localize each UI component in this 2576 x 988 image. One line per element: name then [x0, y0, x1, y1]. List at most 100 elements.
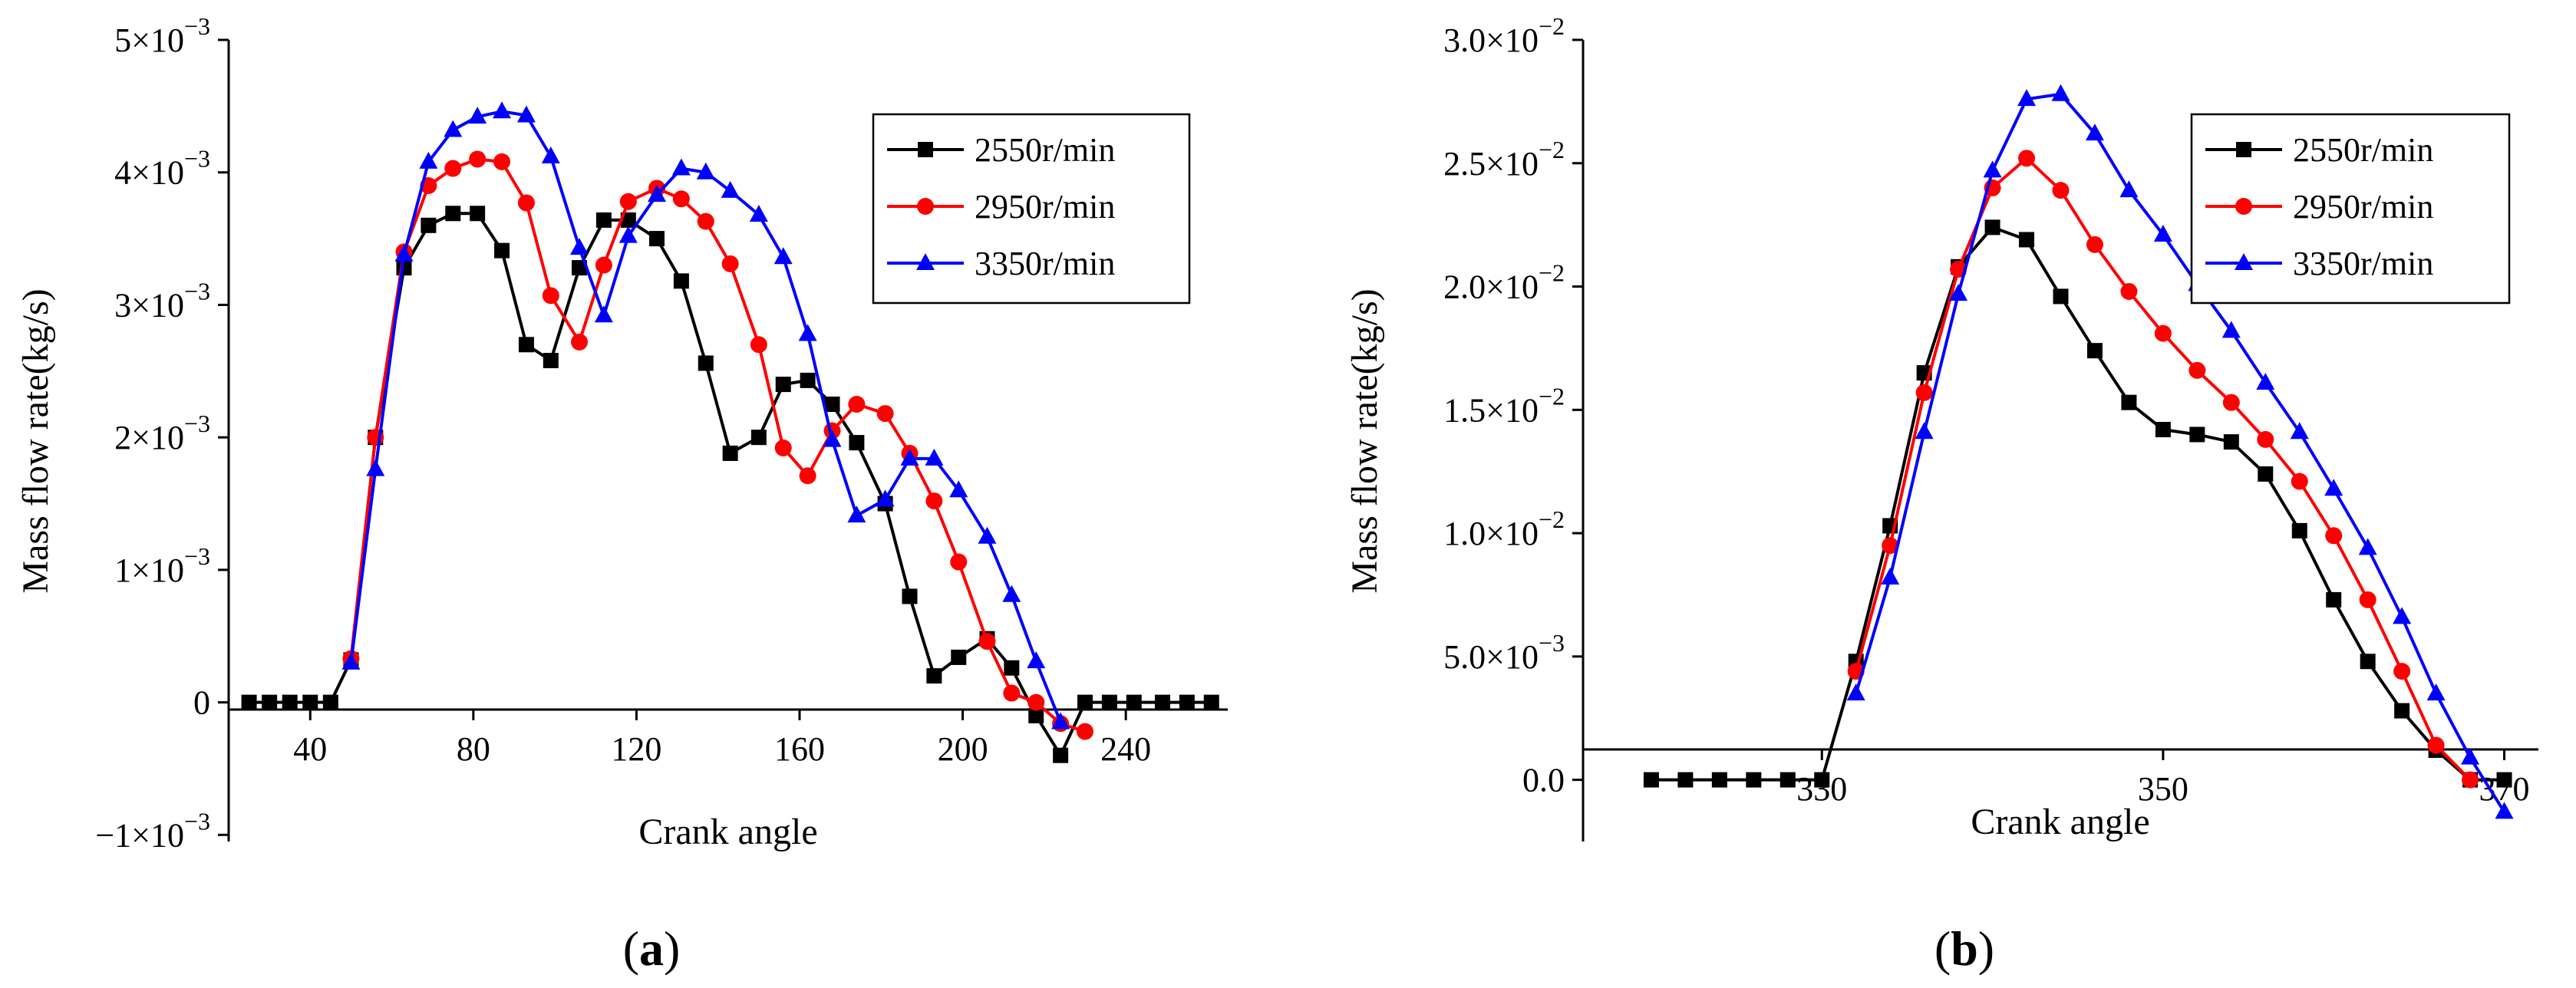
y-tick-mantissa: 5×10 — [114, 21, 184, 59]
y-tick-label: 5.0×10−3 — [1443, 629, 1565, 676]
data-point — [672, 190, 690, 208]
data-point — [1101, 694, 1117, 710]
data-point — [1643, 772, 1659, 788]
data-point — [571, 333, 589, 351]
data-point — [1882, 537, 1899, 555]
data-point — [698, 355, 714, 371]
data-point — [2155, 422, 2171, 438]
legend-marker — [918, 142, 933, 157]
data-point — [696, 162, 715, 179]
y-tick-mantissa: 1.0×10 — [1443, 515, 1539, 552]
data-point — [2359, 591, 2376, 608]
data-point — [848, 396, 866, 413]
data-point — [543, 353, 559, 368]
data-point — [2256, 372, 2275, 390]
x-tick-label: 120 — [611, 730, 661, 768]
data-point — [2495, 802, 2514, 819]
data-point — [2086, 343, 2103, 359]
y-tick-label: 1.5×10−2 — [1443, 382, 1565, 429]
data-point — [2325, 527, 2343, 545]
data-point — [749, 205, 768, 222]
legend-marker — [2235, 253, 2253, 270]
legend-label: 3350r/min — [975, 245, 1115, 282]
panel-label-part: b — [1951, 921, 1978, 976]
data-point — [2461, 747, 2480, 765]
y-tick-label: 1×10−3 — [114, 542, 210, 589]
data-point — [1051, 712, 1070, 729]
panel-label: (a) — [623, 921, 681, 976]
y-axis-label: Mass flow rate(kg/s) — [1344, 288, 1385, 593]
data-point — [262, 694, 278, 710]
data-point — [849, 435, 865, 451]
y-tick-exponent: −3 — [184, 277, 210, 305]
y-tick-label: 2.0×10−2 — [1443, 259, 1565, 306]
data-point — [1003, 684, 1021, 702]
data-point — [516, 105, 536, 123]
data-point — [341, 652, 361, 670]
data-point — [902, 588, 918, 604]
data-point — [618, 226, 638, 243]
legend-marker — [916, 253, 935, 270]
data-point — [2394, 703, 2410, 719]
data-point — [2017, 89, 2037, 107]
data-point — [798, 324, 817, 341]
data-point — [595, 256, 612, 274]
legend-label: 2950r/min — [975, 188, 1115, 226]
x-tick-label: 240 — [1100, 730, 1151, 768]
x-tick-label: 160 — [774, 730, 825, 768]
x-tick-label: 40 — [293, 730, 327, 768]
data-point — [493, 153, 511, 170]
data-point — [1915, 384, 1933, 401]
data-point — [2358, 538, 2377, 555]
data-point — [493, 101, 512, 119]
data-point — [282, 694, 298, 710]
legend-marker — [917, 198, 934, 215]
chart-panel-a: −1×10−301×10−32×10−33×10−34×10−35×10−340… — [15, 12, 1228, 976]
data-point — [2257, 430, 2274, 448]
data-point — [750, 430, 767, 446]
y-tick-mantissa: 5.0×10 — [1443, 638, 1539, 676]
data-point — [800, 372, 816, 388]
data-point — [2188, 361, 2206, 379]
y-tick-exponent: −3 — [184, 807, 210, 835]
chart-panel-b: 0.05.0×10−31.0×10−21.5×10−22.0×10−22.5×1… — [1344, 12, 2538, 976]
data-point — [2053, 288, 2069, 305]
data-point — [595, 212, 612, 228]
data-point — [1711, 772, 1727, 788]
y-tick-exponent: −2 — [1539, 382, 1565, 410]
data-point — [2462, 771, 2479, 789]
data-point — [2221, 321, 2241, 338]
data-point — [542, 287, 559, 305]
data-point — [444, 120, 463, 137]
series-line — [1651, 226, 2505, 782]
data-point — [2051, 84, 2070, 101]
data-point — [1881, 567, 1900, 585]
data-point — [925, 448, 944, 466]
y-tick-label: 3.0×10−2 — [1443, 12, 1565, 59]
y-tick-exponent: −3 — [1539, 629, 1565, 657]
x-tick-label: 350 — [2138, 770, 2188, 808]
data-point — [469, 150, 487, 168]
y-tick-label: 2×10−3 — [114, 410, 210, 456]
data-point — [2052, 182, 2070, 199]
y-tick-mantissa: 1×10 — [114, 552, 184, 589]
series-2950r/min — [1847, 150, 2479, 789]
data-point — [570, 238, 589, 255]
data-point — [1002, 585, 1021, 602]
data-point — [1949, 284, 1968, 301]
y-tick-label: 4×10−3 — [114, 145, 210, 192]
data-point — [1984, 219, 2000, 235]
data-point — [620, 212, 636, 228]
data-point — [1154, 694, 1170, 710]
data-point — [1004, 660, 1020, 676]
y-tick-label: 2.5×10−2 — [1443, 136, 1565, 183]
data-point — [1779, 772, 1796, 788]
x-axis-label: Crank angle — [1971, 802, 2149, 842]
series-3350r/min — [1846, 84, 2514, 819]
data-point — [2496, 772, 2512, 788]
data-point — [1027, 693, 1045, 711]
x-tick-label: 200 — [938, 730, 988, 768]
data-point — [1077, 694, 1093, 710]
y-tick-mantissa: 2×10 — [114, 419, 184, 456]
